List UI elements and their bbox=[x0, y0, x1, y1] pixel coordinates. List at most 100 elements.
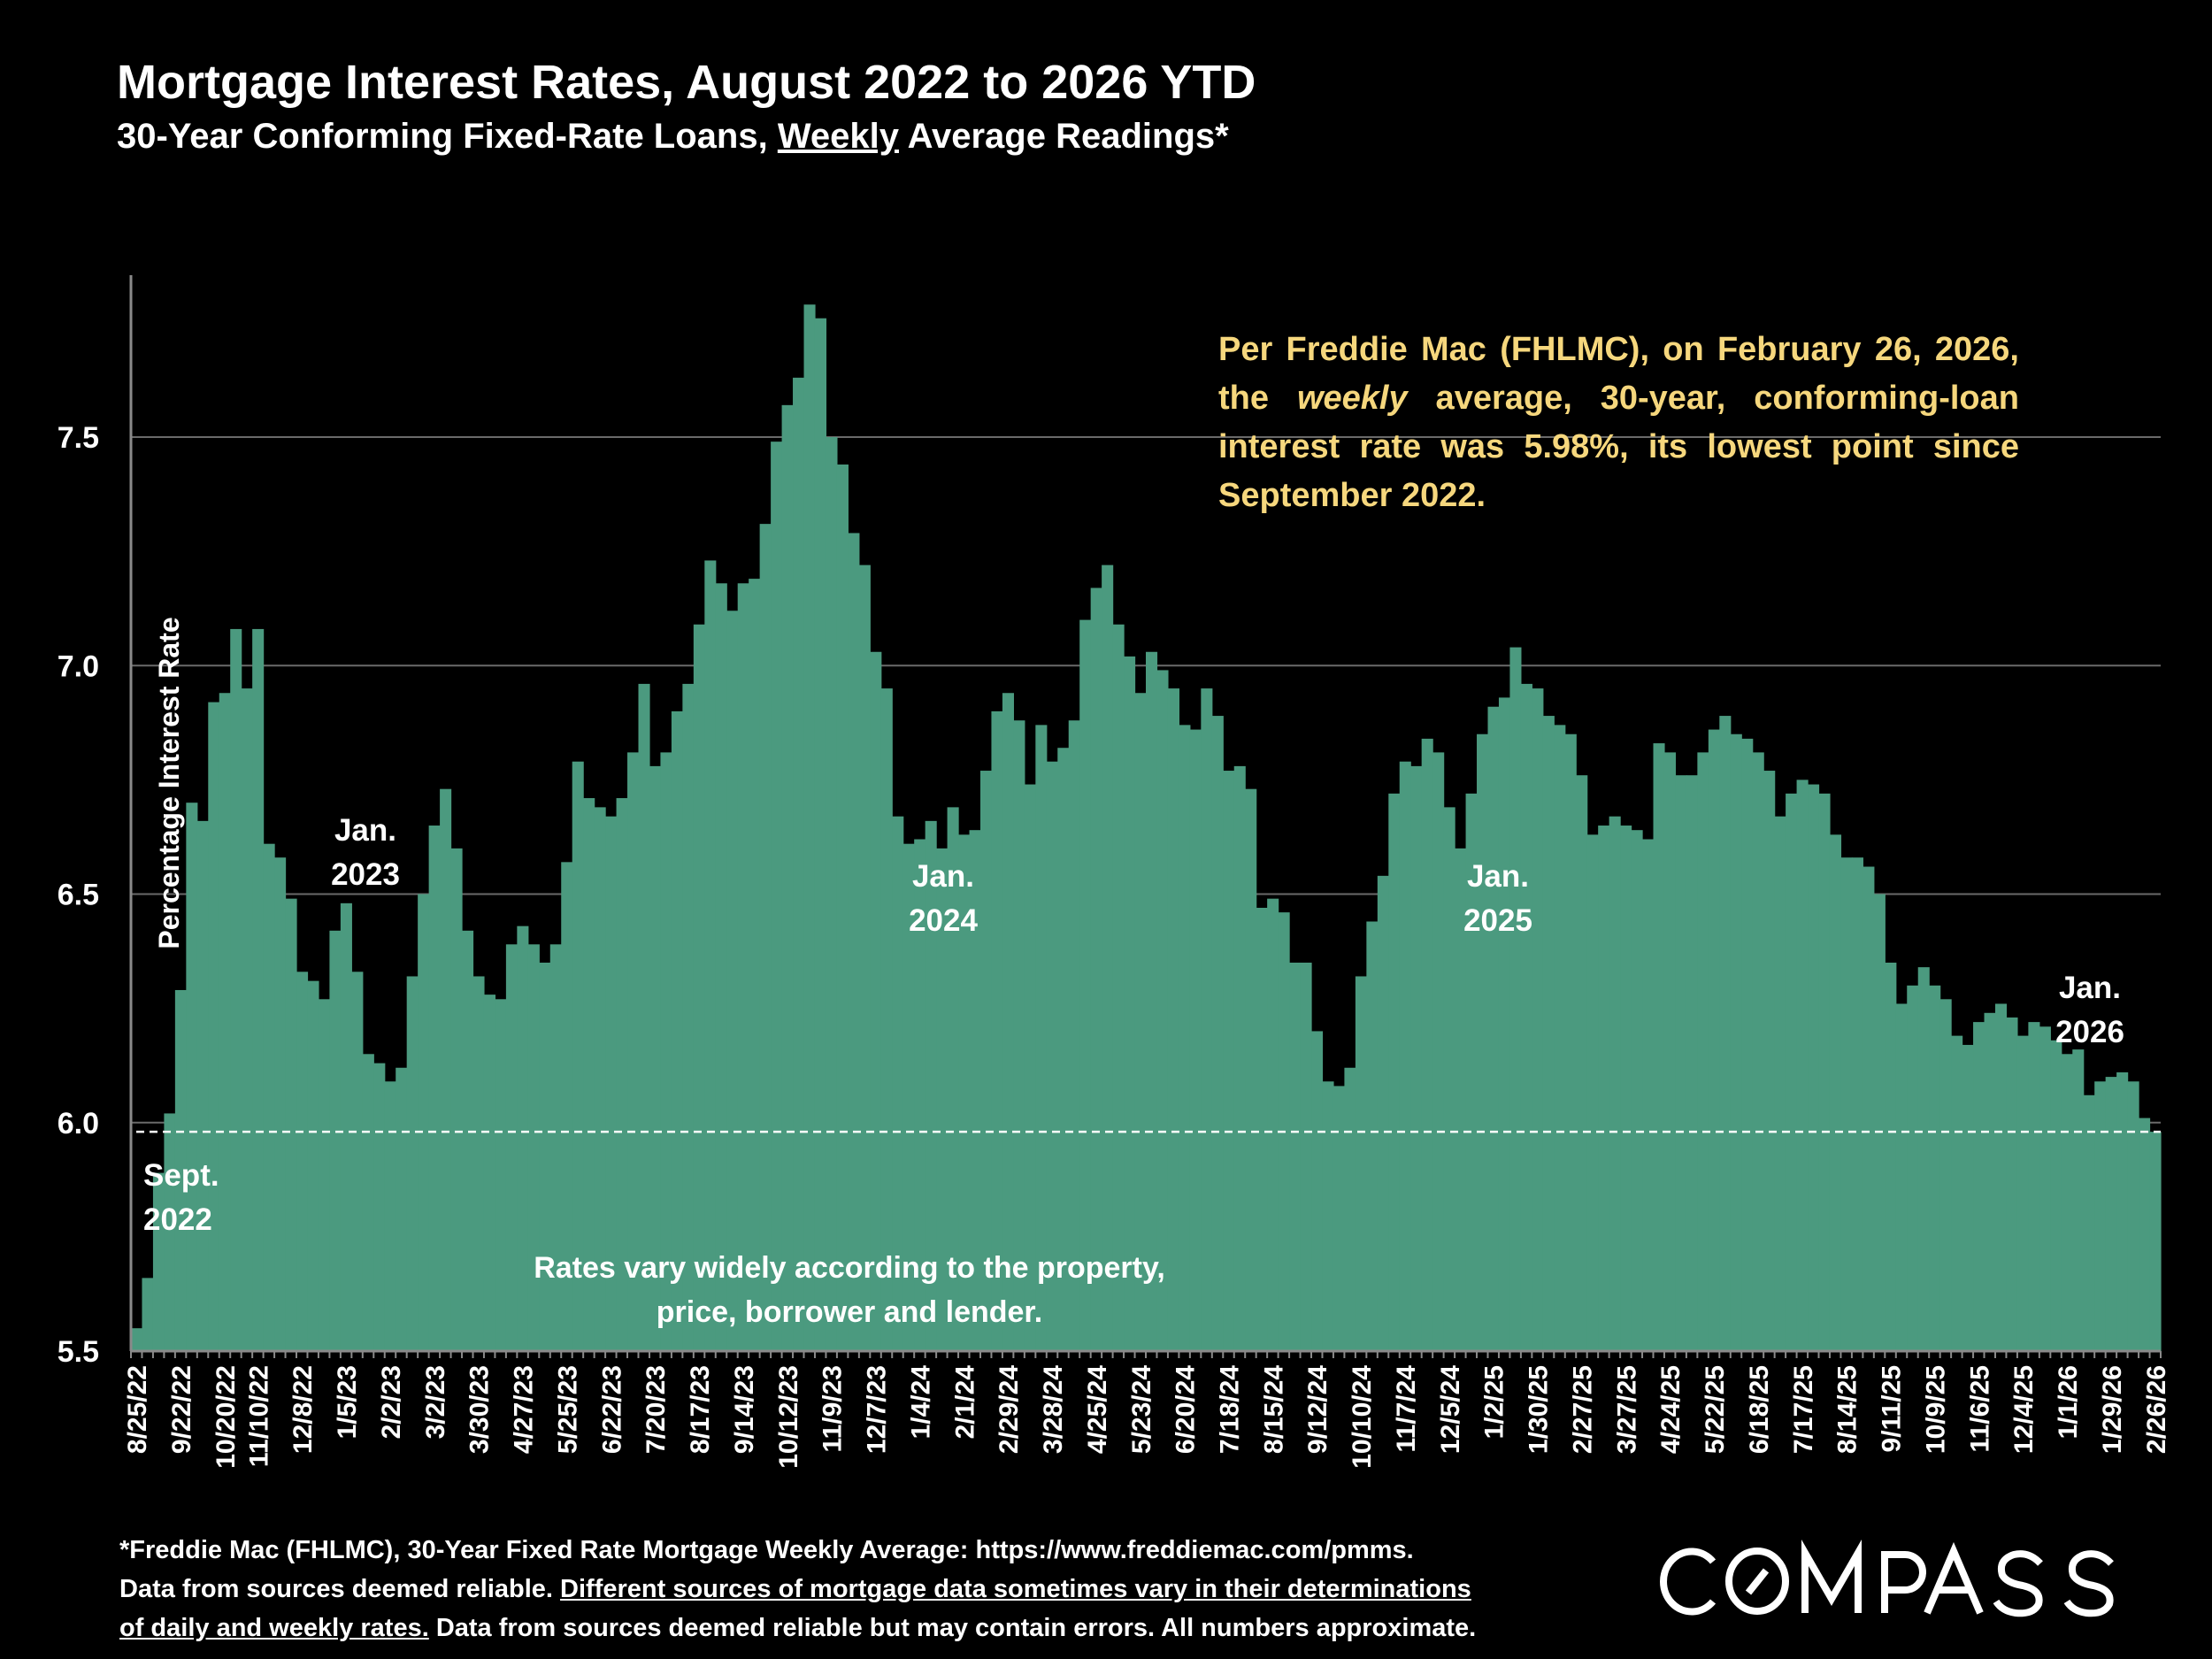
bar bbox=[2083, 1094, 2095, 1351]
bar bbox=[1465, 793, 1478, 1351]
bar bbox=[1873, 894, 1886, 1351]
bar bbox=[1046, 761, 1058, 1351]
bar bbox=[1432, 752, 1445, 1351]
bar bbox=[1344, 1067, 1356, 1351]
bar bbox=[1388, 793, 1401, 1351]
bar bbox=[285, 898, 297, 1351]
footnote-text: Data from sources deemed reliable. bbox=[119, 1575, 561, 1603]
bar bbox=[914, 839, 926, 1351]
chart-annotation: price, borrower and lender. bbox=[657, 1295, 1042, 1329]
bar bbox=[1929, 985, 1941, 1351]
bar bbox=[836, 464, 849, 1351]
bar bbox=[1322, 1081, 1334, 1351]
x-tick-label: 10/20/22 bbox=[211, 1365, 241, 1469]
x-tick-label: 11/7/24 bbox=[1392, 1365, 1421, 1453]
chart-annotation: 2024 bbox=[909, 903, 978, 938]
bar bbox=[2006, 1017, 2018, 1351]
y-axis-label: Percentage Interest Rate bbox=[153, 617, 185, 949]
bar bbox=[2039, 1026, 2051, 1351]
bar bbox=[1885, 962, 1897, 1351]
x-tick-label: 5/25/23 bbox=[553, 1365, 582, 1454]
bar bbox=[1741, 738, 1754, 1351]
bar bbox=[1079, 619, 1092, 1351]
y-tick-label: 7.5 bbox=[58, 421, 99, 455]
x-tick-label: 8/25/22 bbox=[123, 1365, 152, 1454]
x-tick-label: 4/27/23 bbox=[510, 1365, 539, 1454]
bar bbox=[1829, 834, 1842, 1351]
bar bbox=[428, 826, 441, 1351]
bar bbox=[186, 803, 198, 1351]
bar bbox=[1653, 743, 1665, 1351]
x-tick-label: 2/29/24 bbox=[995, 1365, 1024, 1454]
x-tick-label: 11/9/23 bbox=[818, 1365, 848, 1452]
chart-annotation: Jan. bbox=[334, 813, 396, 848]
bar bbox=[1013, 720, 1025, 1351]
bar bbox=[1377, 875, 1389, 1351]
bar bbox=[1840, 857, 1853, 1351]
x-tick-label: 9/14/23 bbox=[730, 1365, 759, 1454]
bar bbox=[969, 830, 981, 1351]
chart-annotation: 2023 bbox=[331, 857, 400, 892]
bar bbox=[1719, 716, 1732, 1351]
x-tick-label: 12/5/24 bbox=[1436, 1365, 1465, 1454]
x-tick-label: 12/4/25 bbox=[2009, 1365, 2039, 1454]
x-tick-label: 12/7/23 bbox=[863, 1365, 892, 1454]
x-tick-label: 7/18/24 bbox=[1216, 1365, 1245, 1454]
bar bbox=[1256, 907, 1268, 1351]
bar bbox=[2050, 1040, 2062, 1351]
bar bbox=[1002, 693, 1014, 1351]
bar bbox=[693, 624, 705, 1351]
x-tick-label: 9/12/24 bbox=[1303, 1365, 1333, 1454]
bar bbox=[759, 524, 772, 1351]
bar bbox=[495, 999, 507, 1351]
bar bbox=[1057, 748, 1070, 1351]
x-tick-label: 6/20/24 bbox=[1171, 1365, 1201, 1454]
annotation-text: Per Freddie Mac (FHLMC), on February 26,… bbox=[1218, 331, 2019, 417]
bar bbox=[793, 377, 805, 1352]
bar bbox=[1984, 1012, 1996, 1351]
footnote-line-1: *Freddie Mac (FHLMC), 30-Year Fixed Rate… bbox=[119, 1536, 1414, 1564]
bar bbox=[517, 926, 529, 1351]
x-tick-label: 2/27/25 bbox=[1568, 1365, 1597, 1454]
bar bbox=[2016, 1035, 2029, 1351]
bar bbox=[1564, 733, 1577, 1351]
x-tick-label: 8/17/23 bbox=[686, 1365, 715, 1454]
bar bbox=[1962, 1044, 1974, 1351]
x-tick-label: 6/22/23 bbox=[597, 1365, 626, 1454]
bar bbox=[1586, 834, 1599, 1351]
bar bbox=[2139, 1118, 2151, 1351]
bar bbox=[1366, 921, 1379, 1351]
bar bbox=[936, 848, 949, 1351]
x-tick-label: 1/4/24 bbox=[906, 1365, 935, 1440]
bar bbox=[814, 318, 827, 1352]
x-tick-label: 9/11/25 bbox=[1878, 1365, 1907, 1452]
bars bbox=[131, 304, 2162, 1352]
x-tick-label: 1/30/25 bbox=[1525, 1365, 1554, 1454]
bar bbox=[373, 1063, 386, 1351]
bar bbox=[2149, 1132, 2162, 1351]
bar bbox=[1443, 807, 1455, 1351]
bar bbox=[152, 1172, 165, 1351]
bar bbox=[527, 944, 540, 1351]
bar bbox=[2028, 1022, 2040, 1351]
bar bbox=[1477, 733, 1489, 1351]
x-tick-label: 6/18/25 bbox=[1745, 1365, 1774, 1454]
chart-annotation: 2025 bbox=[1463, 903, 1532, 938]
bar bbox=[406, 976, 419, 1351]
annotation-text-end: average, 30-year, conforming-loan intere… bbox=[1218, 380, 2019, 514]
bar bbox=[671, 710, 683, 1351]
bar bbox=[594, 807, 606, 1351]
bar bbox=[561, 862, 573, 1351]
chart-annotation: Jan. bbox=[912, 859, 974, 894]
bar bbox=[1631, 830, 1643, 1351]
bar bbox=[947, 807, 959, 1351]
x-tick-label: 5/22/25 bbox=[1701, 1365, 1730, 1454]
bar bbox=[1895, 1003, 1908, 1351]
bar bbox=[1542, 716, 1555, 1351]
bar bbox=[1311, 1031, 1324, 1351]
bar bbox=[1102, 565, 1114, 1351]
chart-title: Mortgage Interest Rates, August 2022 to … bbox=[117, 56, 1256, 109]
bar bbox=[1730, 733, 1742, 1351]
bar bbox=[219, 693, 231, 1351]
